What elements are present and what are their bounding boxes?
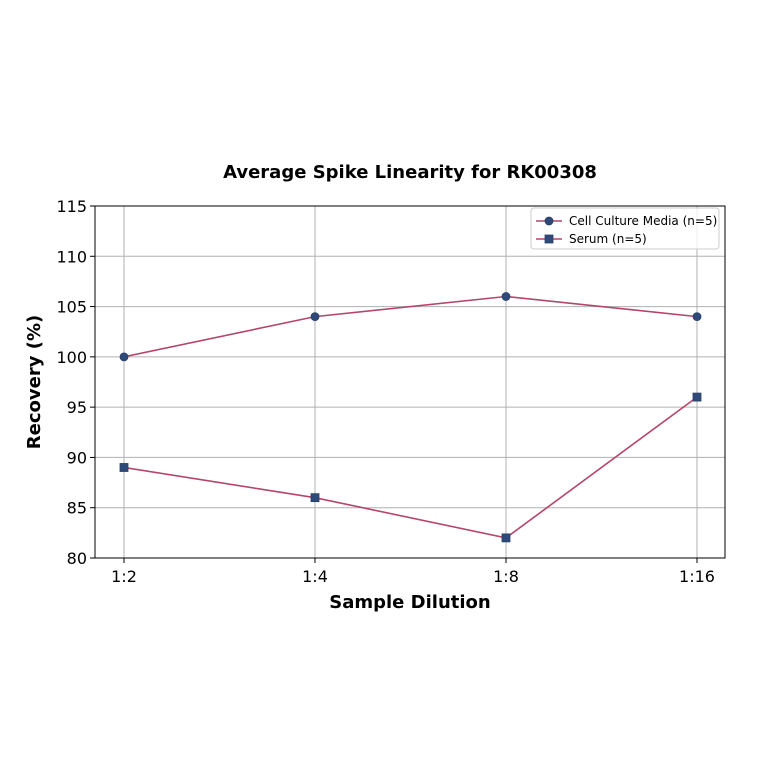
chart-title: Average Spike Linearity for RK00308: [223, 162, 597, 183]
square-marker-icon: [501, 533, 511, 543]
y-axis-label: Recovery (%): [24, 315, 45, 449]
circle-marker-icon: [544, 216, 554, 226]
x-tick-label: 1:2: [111, 567, 137, 586]
legend-label: Cell Culture Media (n=5): [569, 214, 717, 228]
y-axis-ticks: 80 85 90 95 100 105 110 115: [56, 197, 95, 568]
legend-box: [530, 207, 720, 250]
series-line: [123, 295, 698, 358]
y-tick-label: 80: [67, 549, 87, 568]
y-tick-label: 115: [56, 197, 87, 216]
data-point: [310, 493, 320, 503]
y-tick-label: 90: [67, 448, 87, 467]
data-point: [692, 392, 702, 402]
legend-item: Cell Culture Media (n=5): [536, 214, 717, 228]
y-tick-label: 95: [67, 398, 87, 417]
legend-label: Serum (n=5): [569, 232, 647, 246]
plot-frame: [94, 205, 726, 559]
series-square: [119, 392, 702, 543]
circle-marker-icon: [119, 352, 129, 362]
square-marker-icon: [544, 234, 554, 244]
data-point: [310, 312, 320, 322]
x-axis-ticks: 1:2 1:4 1:8 1:16: [111, 558, 715, 586]
data-point: [692, 312, 702, 322]
y-tick-label: 105: [56, 298, 87, 317]
circle-marker-icon: [501, 292, 511, 301]
series-line: [123, 396, 698, 539]
legend-item: Serum (n=5): [536, 232, 647, 246]
y-tick-label: 110: [56, 247, 87, 266]
data-point: [501, 533, 511, 543]
square-marker-icon: [692, 392, 702, 402]
grid-lines: [95, 205, 725, 559]
circle-marker-icon: [692, 312, 702, 322]
legend: Cell Culture Media (n=5) Serum (n=5): [530, 207, 720, 250]
circle-marker-icon: [310, 312, 320, 322]
x-tick-label: 1:4: [302, 567, 328, 586]
square-marker-icon: [119, 463, 129, 472]
data-point: [119, 463, 129, 472]
x-tick-label: 1:8: [493, 567, 519, 586]
data-point: [501, 292, 511, 301]
square-marker-icon: [310, 493, 320, 503]
y-tick-label: 85: [67, 499, 87, 518]
data-point: [119, 352, 129, 362]
x-tick-label: 1:16: [679, 567, 715, 586]
y-tick-label: 100: [56, 348, 87, 367]
series-circle: [119, 292, 702, 362]
data-series: [119, 292, 702, 543]
x-axis-label: Sample Dilution: [329, 592, 490, 613]
